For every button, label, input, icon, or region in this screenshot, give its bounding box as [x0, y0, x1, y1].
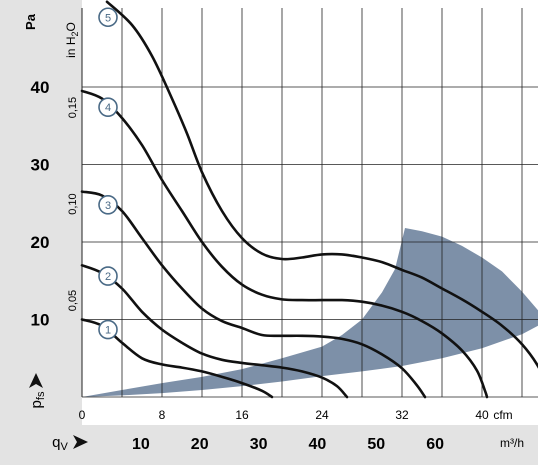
curve-label-text: 1	[105, 325, 111, 337]
pressure-arrow-icon	[29, 373, 43, 388]
pressure-unit-pa: Pa	[23, 13, 38, 30]
curve-2	[80, 264, 349, 399]
curve-1	[80, 318, 274, 399]
bottom-axis-panel	[0, 425, 538, 465]
curve-label-text: 4	[105, 102, 111, 114]
curve-label-2: 2	[98, 266, 118, 286]
cfm-tick-label: 40	[475, 408, 489, 422]
pressure-symbol: pfs	[28, 373, 47, 408]
curve-5	[105, 0, 538, 369]
curve-label-ring	[98, 97, 118, 117]
curve-label-4: 4	[98, 97, 118, 117]
flow-arrow-icon	[73, 435, 88, 449]
curve-marker-layer: 1 2 3 4 5	[98, 7, 118, 340]
cfm-tick-label: 32	[395, 408, 409, 422]
inh2o-tick-label: 0,15	[67, 97, 79, 118]
m3h-tick-label: 50	[367, 436, 385, 453]
m3h-tick-label: 20	[191, 436, 209, 453]
flow-symbol: qV	[52, 434, 88, 453]
pa-tick-label: 30	[31, 156, 50, 175]
m3h-tick-label: 10	[132, 436, 150, 453]
curve-layer	[80, 0, 538, 399]
left-axis-panel	[0, 0, 82, 465]
operating-range-layer	[82, 228, 538, 397]
curve-4	[80, 89, 489, 399]
pa-tick-label: 40	[31, 78, 50, 97]
curve-3	[80, 190, 427, 399]
pressure-unit-inh2o: in H2O	[64, 22, 80, 58]
curve-label-ring	[98, 319, 118, 340]
curve-label-1: 1	[98, 319, 118, 340]
curve-label-text: 2	[105, 271, 111, 283]
inh2o-tick-label: 0,05	[67, 290, 79, 311]
pressure-symbol-label: pfs	[28, 391, 47, 408]
pa-tick-label: 20	[31, 233, 50, 252]
curve-label-ring	[98, 195, 118, 215]
operating-range-area	[82, 228, 538, 397]
flow-unit-m3h: m³/h	[500, 436, 524, 450]
cfm-tick-label: 24	[315, 408, 329, 422]
curve-label-text: 5	[105, 12, 111, 24]
curve-label-ring	[98, 266, 118, 286]
curve-label-text: 3	[105, 200, 111, 212]
cfm-tick-label: 16	[235, 408, 249, 422]
curve-label-ring	[98, 7, 118, 28]
inh2o-tick-label: 0,10	[67, 193, 79, 214]
cfm-tick-label: 0	[79, 408, 86, 422]
m3h-tick-label: 60	[426, 436, 444, 453]
grid-layer	[81, 8, 538, 398]
m3h-tick-label: 30	[250, 436, 268, 453]
pa-tick-label: 10	[31, 311, 50, 330]
flow-symbol-label: qV	[52, 434, 68, 453]
m3h-tick-label: 40	[309, 436, 327, 453]
curve-label-3: 3	[98, 195, 118, 215]
curve-label-5: 5	[98, 7, 118, 28]
flow-unit-cfm: cfm	[493, 408, 512, 422]
cfm-tick-label: 8	[159, 408, 166, 422]
